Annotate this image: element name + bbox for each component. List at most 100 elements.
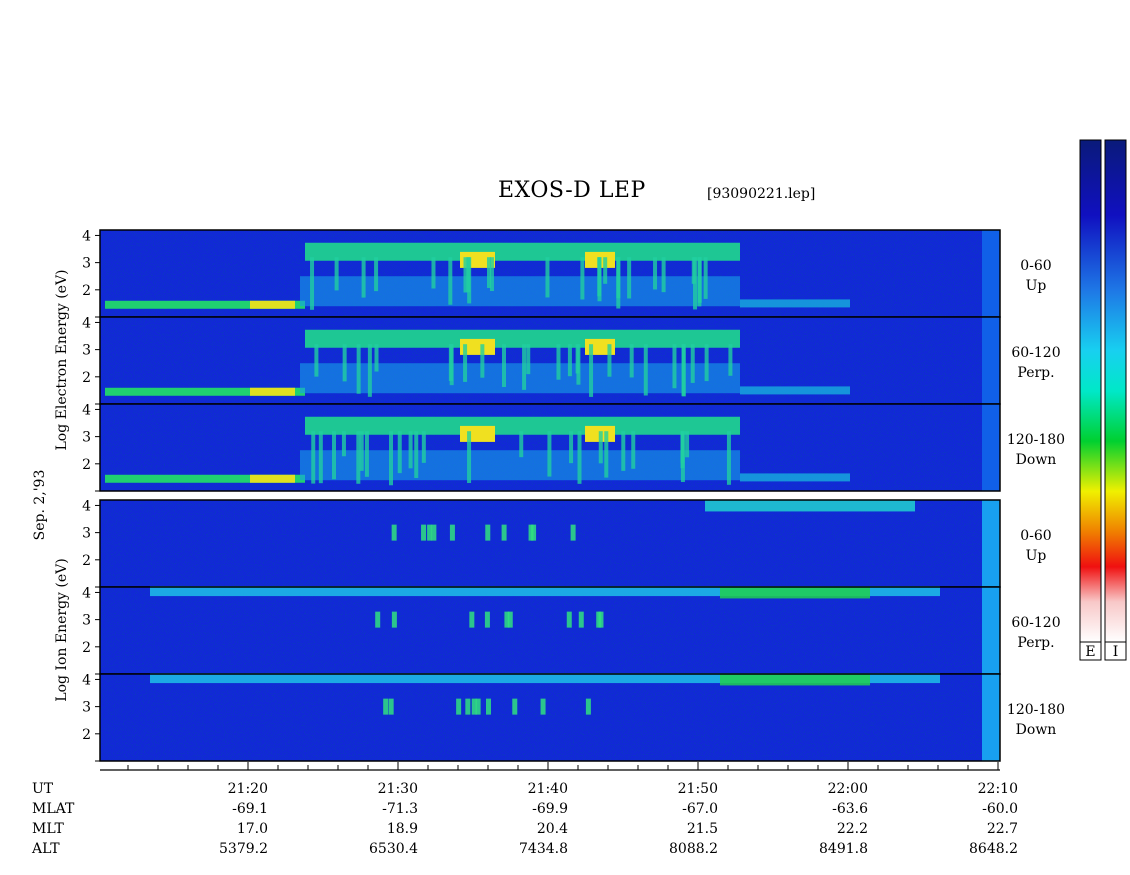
panel-frame [99,673,1001,762]
row-name-mlat: MLAT [32,801,75,817]
panel-edge-strip [982,587,1000,674]
electron-streak [621,431,626,471]
ion-blob [471,698,477,715]
electron-main-band [305,329,740,348]
electron-streak [463,257,468,293]
electron-streak [359,431,364,471]
row-value-mlt: 20.4 [537,821,568,837]
electron-streak [356,344,361,394]
y-tick-label: 3 [82,700,91,716]
electron-hot-spot [460,338,495,355]
electron-streak [589,344,594,397]
electron-main-band [305,242,740,261]
panel-angle-label: 0-60 [1020,528,1051,544]
panel-edge-strip [982,500,1000,587]
y-tick-label: 4 [82,228,91,244]
row-name-mlt: MLT [32,821,64,837]
ion-y-axis-label: Log Ion Energy (eV) [54,558,70,701]
electron-streak [629,344,634,378]
ion-blob [485,524,491,541]
electron-tail [740,386,850,395]
electron-streak [331,431,336,480]
electron-streak [703,257,708,299]
panel-edge-strip [982,404,1000,491]
ion-blob [528,524,534,541]
electron-streak [643,344,648,396]
electron-streak [489,257,494,292]
y-tick-label: 2 [82,283,91,299]
ion-band [150,586,940,597]
ion-blob [504,611,510,628]
electron-streak [364,431,369,477]
panel-electron-1 [99,316,1001,405]
electron-low-band [105,300,305,309]
panel-edge-strip [982,230,1000,317]
electron-streak [728,344,733,376]
row-value-ut: 22:00 [828,781,868,797]
ion-blob [512,698,518,715]
panel-direction-label: Down [1016,452,1057,468]
panel-noise [100,500,1000,587]
ion-blob [465,698,471,715]
row-value-alt: 6530.4 [369,841,418,857]
y-tick-label: 2 [82,370,91,386]
ion-blob [570,524,576,541]
electron-streak [314,344,319,377]
ion-blob [484,611,490,628]
electron-streak [463,344,468,382]
y-tick-label: 2 [82,457,91,473]
row-value-mlt: 18.9 [387,821,418,837]
panel-angle-label: 120-180 [1007,702,1065,718]
y-tick-label: 3 [82,256,91,272]
electron-streak [704,344,709,382]
panel-angle-label: 60-120 [1011,345,1060,361]
ion-blob [383,698,389,715]
ion-upflow-band [705,499,915,512]
colorbar-label-box [1104,641,1127,661]
panel-electron-2 [99,403,1001,492]
y-tick-label: 3 [82,343,91,359]
ion-blob [585,698,591,715]
row-value-alt: 7434.8 [519,841,568,857]
electron-streak [501,344,506,387]
row-value-alt: 5379.2 [219,841,268,857]
row-value-mlat: -67.0 [682,801,718,817]
ion-band-peak [720,673,870,686]
panel-direction-label: Perp. [1017,365,1054,381]
electron-streak [604,431,609,478]
colorbar-e [1079,139,1102,643]
electron-streak [598,431,603,464]
electron-streak [467,431,472,484]
panel-angle-label: 120-180 [1007,432,1065,448]
row-name-ut: UT [32,781,54,797]
electron-streak [448,257,453,305]
row-value-mlt: 22.2 [837,821,868,837]
row-value-ut: 21:50 [678,781,718,797]
ion-blob [388,698,394,715]
ion-blob [456,698,462,715]
electron-streak [466,257,471,293]
electron-streak [627,257,632,299]
panel-direction-label: Up [1026,278,1047,294]
electron-diffuse-band [300,276,740,307]
electron-streak [310,257,315,310]
y-tick-label: 2 [82,727,91,743]
electron-streak [448,344,453,381]
panel-ion-2 [99,673,1001,762]
row-value-mlt: 17.0 [237,821,268,837]
row-value-mlat: -69.9 [532,801,568,817]
electron-streak [547,431,552,477]
ion-blob [431,524,437,541]
colorbar-label-box [1079,641,1102,661]
electron-streak [697,257,702,303]
ion-blob [507,611,513,628]
electron-streak [569,431,574,464]
electron-streak [356,431,361,484]
row-value-mlat: -69.1 [232,801,268,817]
row-name-alt: ALT [31,841,60,857]
ion-blob [501,524,507,541]
row-value-mlat: -63.6 [832,801,868,817]
electron-y-axis-label: Log Electron Energy (eV) [54,269,70,450]
y-tick-label: 3 [82,526,91,542]
ion-blob [469,611,475,628]
